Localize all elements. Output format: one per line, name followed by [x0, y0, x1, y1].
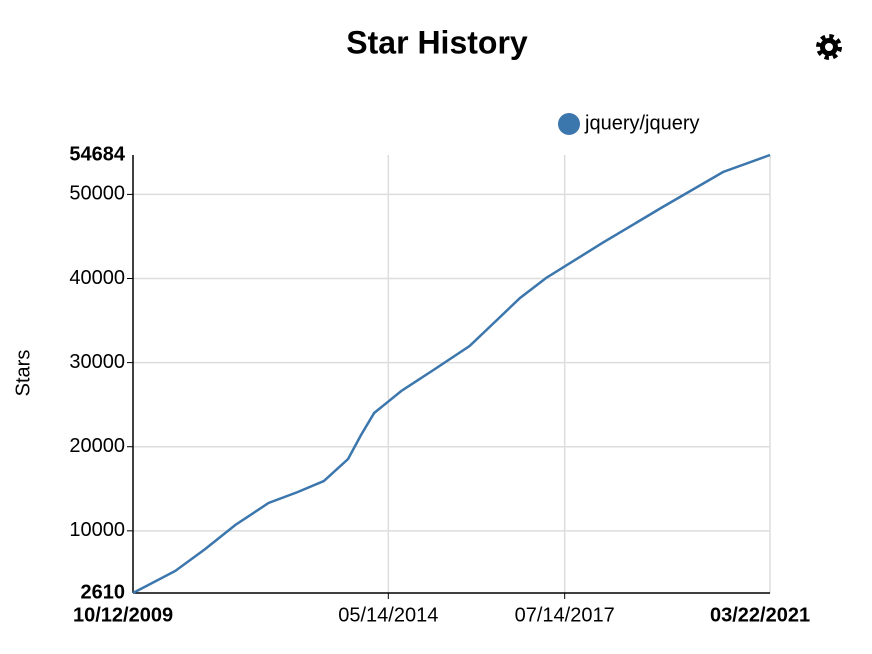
- y-tick-label: 50000: [69, 183, 125, 205]
- line: [132, 153, 771, 595]
- y-tick-label: 40000: [69, 267, 125, 289]
- y-tick-label: 10000: [69, 519, 125, 541]
- y-limit-label: 2610: [81, 581, 126, 603]
- y-limit-label: 54684: [69, 143, 125, 165]
- x-tick-label: 05/14/2014: [338, 604, 438, 626]
- chart-title: Star History: [346, 24, 528, 60]
- x-limit-label: 10/12/2009: [73, 604, 173, 626]
- x-tick-label: 07/14/2017: [515, 604, 615, 626]
- legend-marker: [558, 113, 580, 135]
- legend-label: jquery/jquery: [584, 112, 700, 134]
- settings-icon[interactable]: [816, 34, 842, 60]
- y-tick-label: 30000: [69, 351, 125, 373]
- x-limit-label: 03/22/2021: [710, 604, 810, 626]
- y-tick-label: 20000: [69, 435, 125, 457]
- y-axis-title: Stars: [12, 350, 34, 397]
